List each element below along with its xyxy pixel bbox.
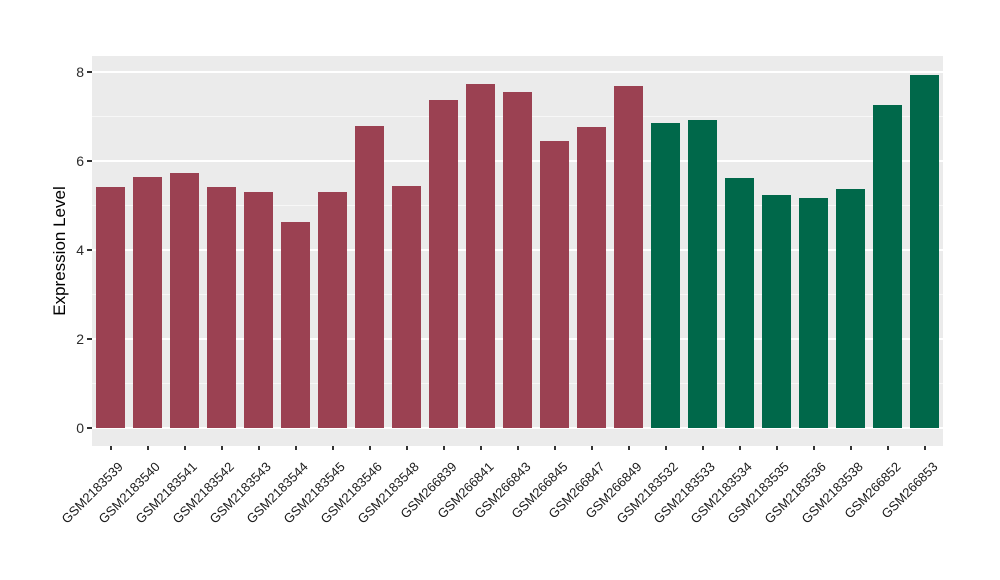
x-tick-mark	[109, 446, 112, 450]
x-tick-mark	[664, 446, 667, 450]
bar-GSM2183538	[836, 189, 865, 428]
y-tick-mark	[87, 160, 92, 162]
bar-GSM2183545	[318, 191, 347, 428]
y-tick-mark	[87, 427, 92, 429]
bar-GSM2183534	[725, 177, 754, 428]
y-tick-mark	[87, 71, 92, 73]
bar-GSM266849	[614, 86, 643, 428]
x-tick-mark	[849, 446, 852, 450]
bar-GSM2183543	[244, 191, 273, 428]
x-tick-mark	[516, 446, 519, 450]
x-tick-mark	[701, 446, 704, 450]
y-tick-label: 6	[76, 153, 84, 169]
y-tick-label: 0	[76, 420, 84, 436]
x-tick-mark	[553, 446, 556, 450]
bar-GSM266852	[873, 104, 902, 428]
plot-panel	[92, 56, 943, 446]
bar-GSM2183544	[281, 222, 310, 428]
bar-GSM266839	[429, 100, 458, 428]
bar-GSM2183536	[799, 197, 828, 428]
bar-GSM266853	[910, 75, 939, 428]
x-tick-mark	[294, 446, 297, 450]
bar-GSM2183532	[651, 122, 680, 428]
bar-GSM266841	[466, 84, 495, 428]
bar-GSM2183546	[355, 125, 384, 428]
x-tick-mark	[183, 446, 186, 450]
bar-GSM2183535	[762, 194, 791, 428]
bar-GSM266843	[503, 92, 532, 428]
x-tick-mark	[368, 446, 371, 450]
x-tick-mark	[812, 446, 815, 450]
x-tick-mark	[257, 446, 260, 450]
x-tick-mark	[331, 446, 334, 450]
bar-GSM2183542	[207, 186, 236, 428]
x-tick-mark	[738, 446, 741, 450]
bar-GSM2183548	[392, 186, 421, 428]
y-tick-label: 8	[76, 64, 84, 80]
x-tick-mark	[923, 446, 926, 450]
x-tick-mark	[479, 446, 482, 450]
bar-GSM2183539	[96, 186, 125, 428]
x-tick-mark	[627, 446, 630, 450]
bar-GSM2183533	[688, 120, 717, 428]
x-tick-mark	[590, 446, 593, 450]
x-tick-mark	[146, 446, 149, 450]
x-tick-mark	[775, 446, 778, 450]
x-tick-mark	[220, 446, 223, 450]
y-tick-label: 2	[76, 331, 84, 347]
x-tick-mark	[442, 446, 445, 450]
bar-GSM2183541	[170, 173, 199, 428]
bar-GSM266847	[577, 127, 606, 428]
gridline-major	[92, 427, 943, 429]
x-tick-mark	[405, 446, 408, 450]
bar-GSM266845	[540, 140, 569, 428]
x-tick-mark	[886, 446, 889, 450]
gridline-major	[92, 71, 943, 73]
y-tick-label: 4	[76, 242, 84, 258]
y-tick-mark	[87, 249, 92, 251]
y-tick-mark	[87, 338, 92, 340]
bar-GSM2183540	[133, 177, 162, 428]
